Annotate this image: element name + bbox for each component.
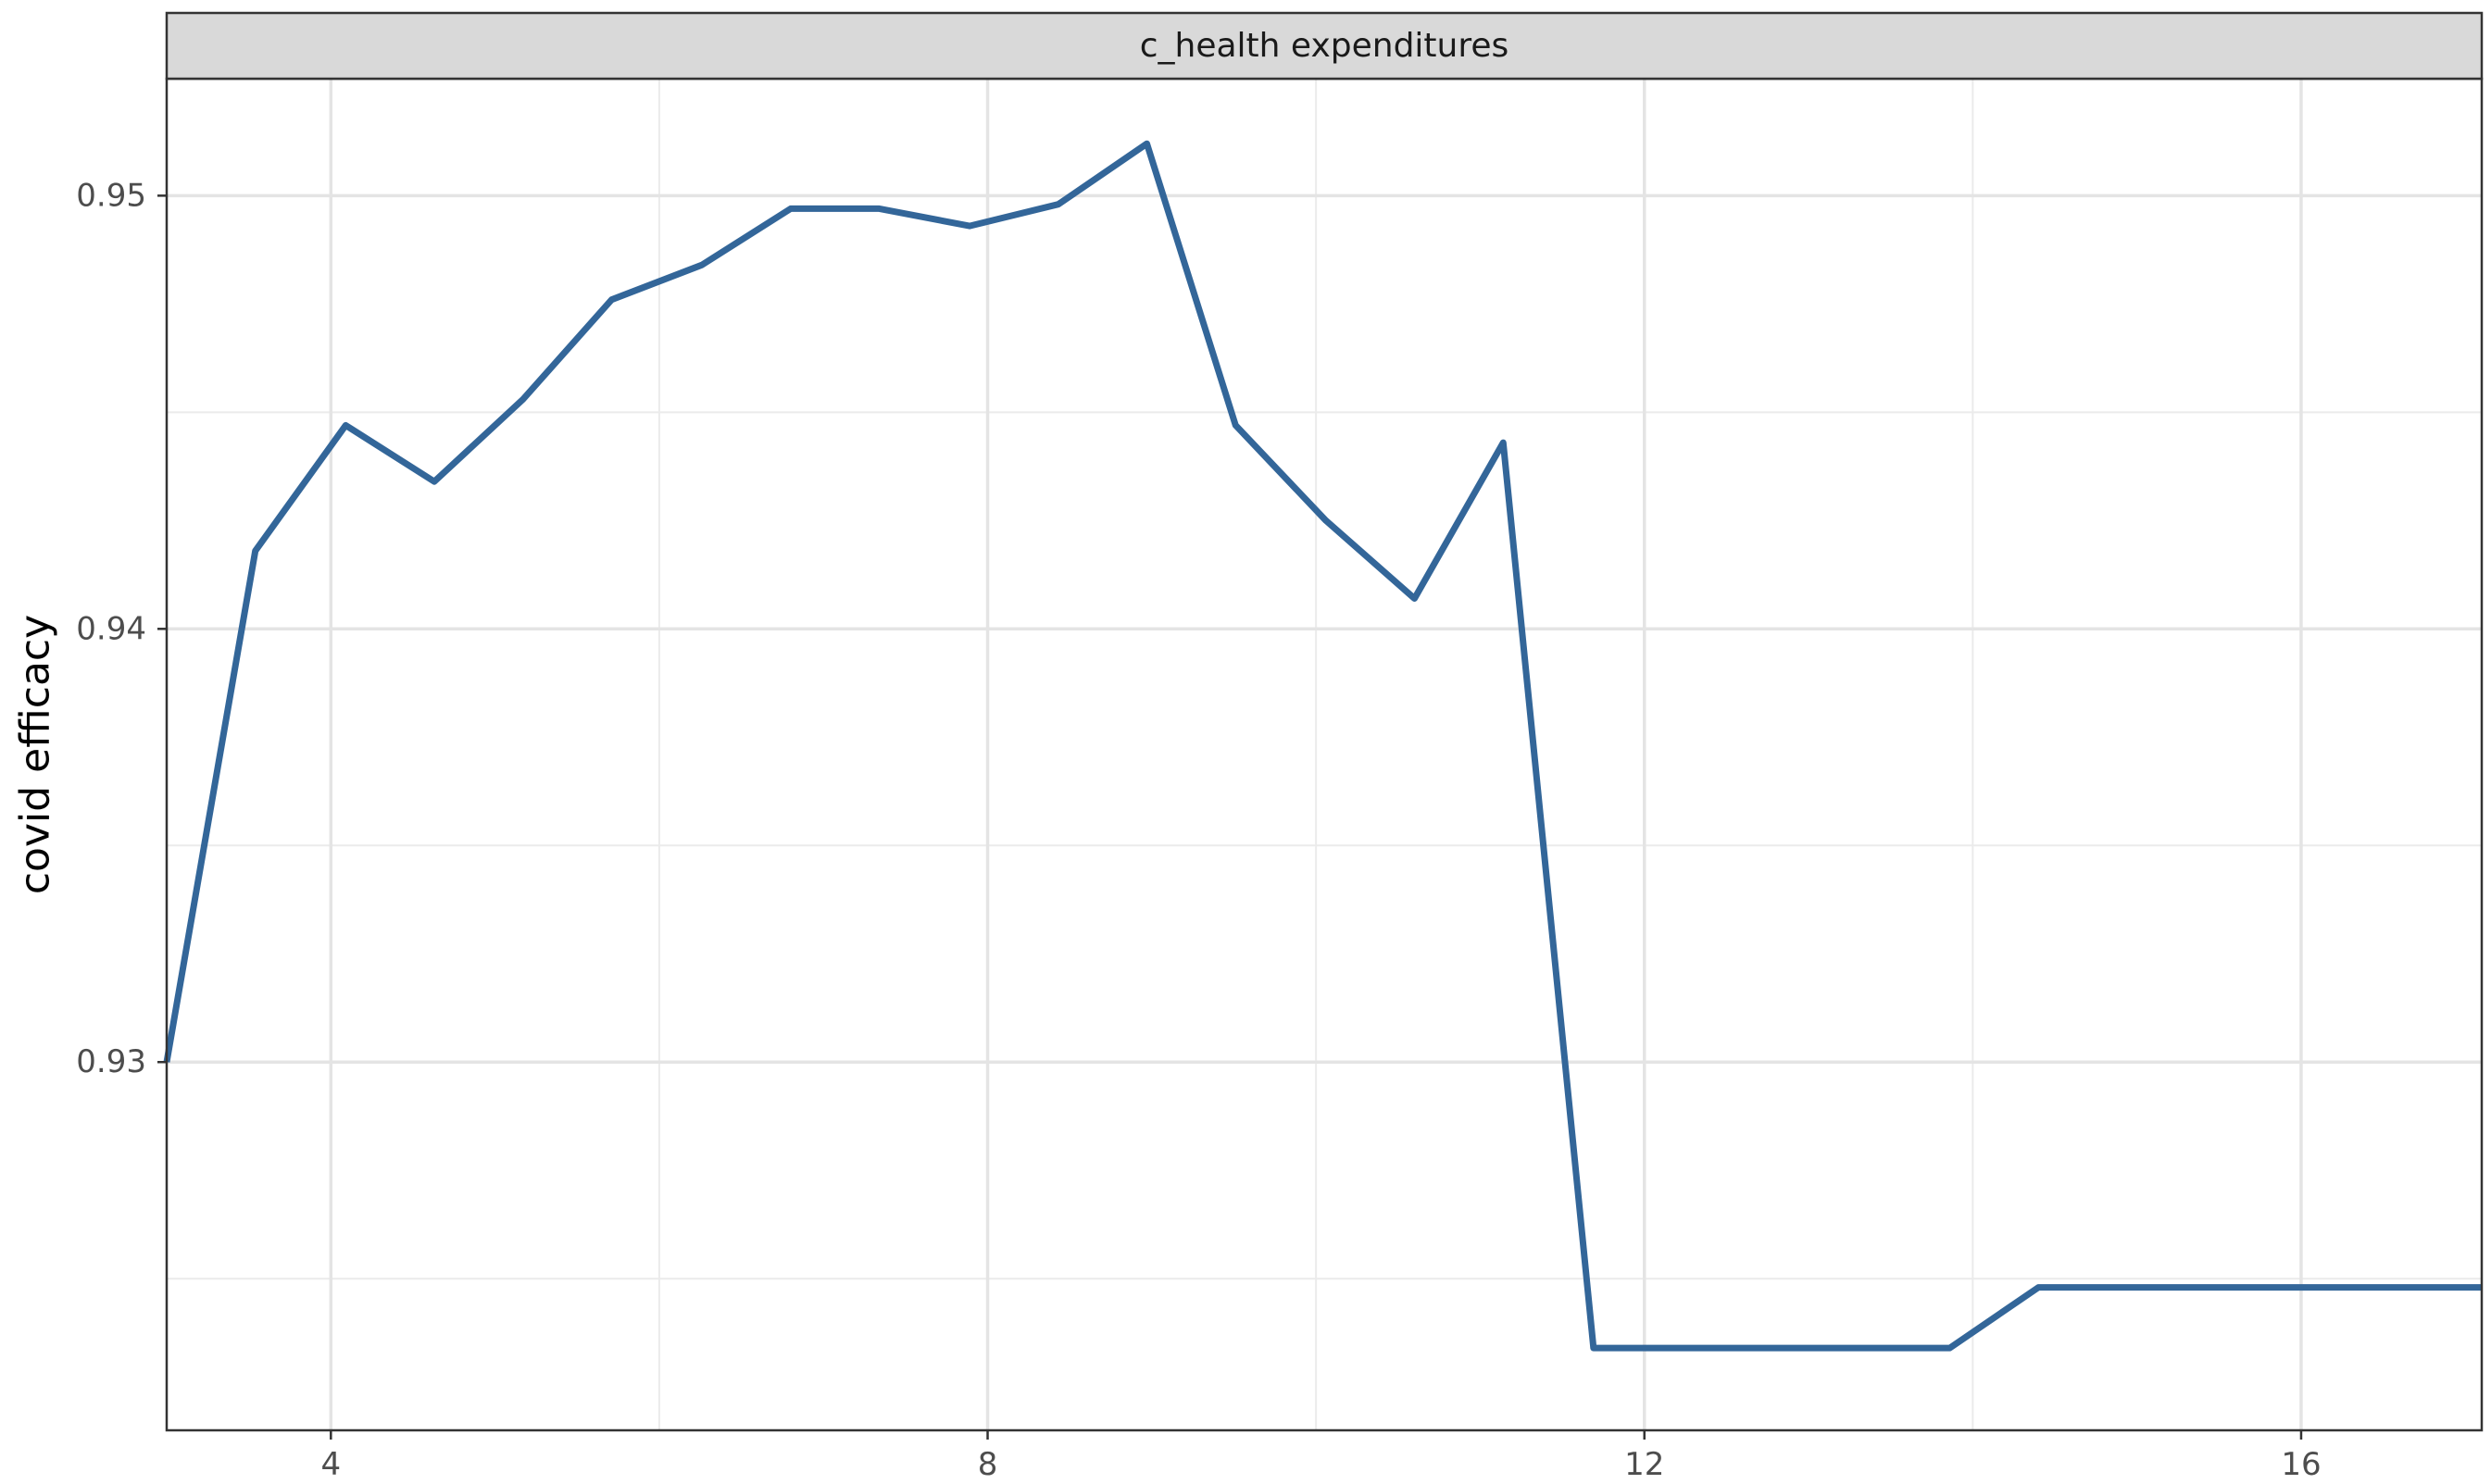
y-tick-label: 0.95 — [76, 177, 146, 214]
x-tick-label: 4 — [320, 1446, 341, 1483]
major-gridlines — [167, 79, 2482, 1430]
facet-strip: c_health expenditures — [165, 11, 2484, 81]
y-axis-title: covid efficacy — [12, 615, 59, 894]
x-axis: 4 8 12 16 — [320, 1430, 2322, 1483]
facet-strip-background — [165, 11, 2484, 81]
x-tick-label: 8 — [978, 1446, 998, 1483]
x-tick-label: 12 — [1624, 1446, 1664, 1483]
minor-gridlines — [167, 79, 2482, 1430]
y-tick-label: 0.93 — [76, 1043, 146, 1080]
y-tick-label: 0.94 — [76, 610, 146, 647]
plot-panel — [167, 79, 2482, 1430]
y-axis: 0.93 0.94 0.95 — [76, 177, 167, 1080]
facet-strip-label: c_health expenditures — [1140, 27, 1509, 65]
series-layer — [163, 140, 2482, 1352]
x-tick-label: 16 — [2281, 1446, 2321, 1483]
plot-panel-background — [167, 79, 2482, 1430]
series-line-1 — [163, 140, 2482, 1352]
